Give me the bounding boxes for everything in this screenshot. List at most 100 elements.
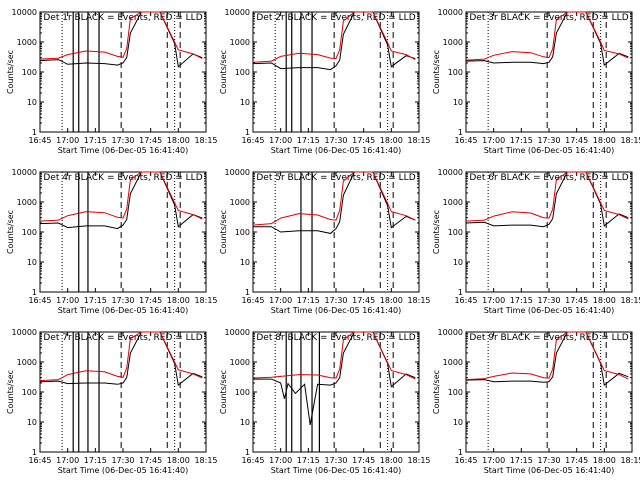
x-tick-label: 17:00 [56, 456, 79, 465]
y-tick-label: 1000 [443, 358, 463, 367]
plot-frame [465, 331, 633, 453]
y-tick-label: 1000 [230, 358, 250, 367]
chart-panel-5: Det 5r BLACK = Events, RED = LLD 1 10 100 10… [219, 168, 431, 315]
x-tick-label: 16:45 [28, 456, 51, 465]
y-tick-label: 10 [453, 418, 463, 427]
lld-series-line [39, 171, 203, 222]
y-tick-label: 1000 [17, 358, 37, 367]
y-tick-label: 10 [240, 98, 250, 107]
y-tick-label: 10000 [12, 8, 37, 17]
chart-panel-3: Det 3r BLACK = Events, RED = LLD 1 10 100 10… [432, 8, 640, 155]
chart-panel-2: Det 2r BLACK = Events, RED = LLD 1 10 100 10… [219, 8, 431, 155]
y-tick-label: 1000 [17, 198, 37, 207]
x-tick-label: 18:15 [194, 296, 217, 305]
x-tick-label: 17:45 [139, 136, 162, 145]
y-tick-label: 1 [458, 128, 463, 137]
x-tick-label: 16:45 [28, 296, 51, 305]
y-tick-label: 10000 [225, 8, 250, 17]
y-tick-label: 1 [458, 448, 463, 457]
x-tick-label: 16:45 [454, 456, 477, 465]
chart-title: Det 6r BLACK = Events, RED = LLD [469, 173, 628, 183]
y-axis-label: Counts/sec [6, 50, 15, 94]
y-tick-label: 100 [235, 228, 250, 237]
y-tick-label: 1000 [230, 38, 250, 47]
chart-title: Det 5r BLACK = Events, RED = LLD [256, 173, 415, 183]
chart-title: Det 2r BLACK = Events, RED = LLD [256, 13, 415, 23]
x-axis-label: Start Time (06-Dec-05 16:41:40) [484, 146, 615, 155]
y-tick-label: 1 [32, 128, 37, 137]
x-tick-label: 18:00 [593, 456, 616, 465]
x-tick-label: 18:15 [194, 456, 217, 465]
y-tick-label: 1 [458, 288, 463, 297]
y-tick-label: 10 [27, 258, 37, 267]
x-tick-label: 17:45 [352, 136, 375, 145]
x-tick-label: 17:30 [537, 296, 560, 305]
y-tick-label: 1 [245, 128, 250, 137]
x-axis-label: Start Time (06-Dec-05 16:41:40) [271, 146, 402, 155]
chart-title: Det 3r BLACK = Events, RED = LLD [469, 13, 628, 23]
x-tick-label: 17:45 [565, 296, 588, 305]
y-tick-label: 10000 [438, 168, 463, 177]
y-tick-label: 100 [448, 228, 463, 237]
y-tick-label: 100 [448, 68, 463, 77]
y-tick-label: 100 [22, 228, 37, 237]
x-tick-label: 17:15 [510, 296, 533, 305]
x-axis-label: Start Time (06-Dec-05 16:41:40) [271, 466, 402, 475]
x-tick-label: 17:00 [269, 136, 292, 145]
y-tick-label: 10 [453, 98, 463, 107]
lld-series-line [252, 11, 416, 63]
chart-panel-7: Det 7r BLACK = Events, RED = LLD 1 10 100 10… [6, 328, 218, 475]
x-tick-label: 17:45 [139, 456, 162, 465]
x-tick-label: 17:15 [84, 136, 107, 145]
x-tick-label: 16:45 [454, 296, 477, 305]
x-tick-label: 16:45 [28, 136, 51, 145]
x-tick-label: 17:15 [297, 296, 320, 305]
y-tick-label: 1000 [443, 38, 463, 47]
chart-title: Det 1r BLACK = Events, RED = LLD [43, 13, 202, 23]
events-series-line [465, 11, 629, 67]
lld-series-line [252, 331, 416, 380]
x-tick-label: 17:45 [352, 296, 375, 305]
x-tick-label: 18:15 [620, 456, 640, 465]
plot-frame [252, 11, 420, 133]
y-tick-label: 1000 [17, 38, 37, 47]
y-axis-label: Counts/sec [6, 210, 15, 254]
x-tick-label: 18:15 [620, 296, 640, 305]
x-tick-label: 16:45 [454, 136, 477, 145]
lld-series-line [465, 171, 629, 222]
plot-frame [465, 11, 633, 133]
lld-series-line [252, 171, 416, 226]
chart-title: Det 7r BLACK = Events, RED = LLD [43, 333, 202, 343]
x-tick-label: 18:00 [593, 136, 616, 145]
y-tick-label: 10000 [225, 168, 250, 177]
x-tick-label: 16:45 [241, 456, 264, 465]
events-series-line [39, 331, 203, 387]
plot-frame [39, 331, 207, 453]
y-axis-label: Counts/sec [219, 210, 228, 254]
y-tick-label: 10 [240, 418, 250, 427]
y-tick-label: 100 [235, 68, 250, 77]
x-tick-label: 17:15 [84, 296, 107, 305]
y-tick-label: 1000 [230, 198, 250, 207]
events-series-line [465, 331, 629, 387]
x-tick-label: 17:30 [111, 296, 134, 305]
x-tick-label: 18:15 [194, 136, 217, 145]
x-tick-label: 17:30 [537, 136, 560, 145]
x-tick-label: 17:00 [482, 456, 505, 465]
y-axis-label: Counts/sec [432, 370, 441, 414]
x-tick-label: 17:45 [565, 456, 588, 465]
chart-title: Det 8r BLACK = Events, RED = LLD [256, 333, 415, 343]
x-tick-label: 17:00 [269, 296, 292, 305]
x-axis-label: Start Time (06-Dec-05 16:41:40) [58, 466, 189, 475]
events-series-line [39, 11, 203, 68]
y-tick-label: 10 [27, 418, 37, 427]
x-tick-label: 16:45 [241, 296, 264, 305]
x-tick-label: 18:15 [407, 296, 430, 305]
plot-frame [252, 171, 420, 293]
y-tick-label: 10000 [225, 328, 250, 337]
plot-frame [39, 171, 207, 293]
y-tick-label: 100 [22, 68, 37, 77]
lld-series-line [39, 331, 203, 382]
chart-panel-1: Det 1r BLACK = Events, RED = LLD 1 10 100 10… [6, 8, 218, 155]
